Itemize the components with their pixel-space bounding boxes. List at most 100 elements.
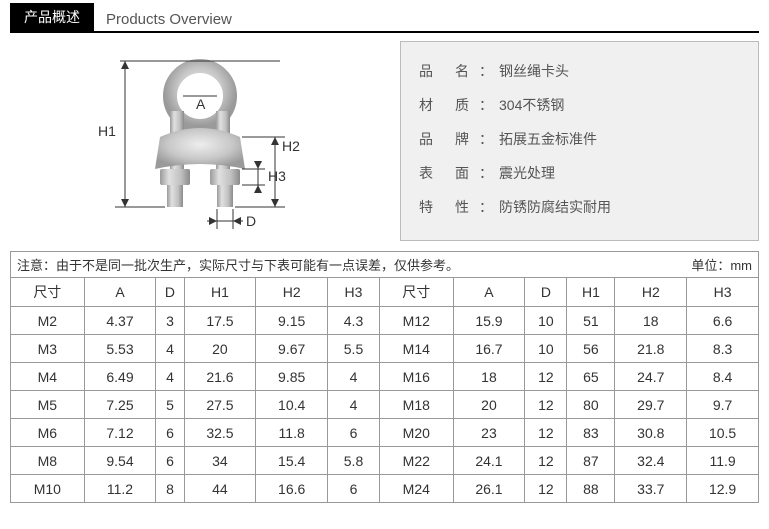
table-cell: 17.5	[184, 307, 256, 335]
table-header-cell: H2	[615, 278, 687, 307]
dim-label-A: A	[196, 96, 206, 112]
dim-label-H1: H1	[98, 123, 116, 139]
table-row: M67.12632.511.86M2023128330.810.5	[11, 419, 759, 447]
table-header-cell: A	[453, 278, 525, 307]
table-note-row: 注意：由于不是同一批次生产，实际尺寸与下表可能有一点误差，仅供参考。 单位：mm	[10, 251, 759, 277]
table-cell: 18	[453, 363, 525, 391]
table-cell: M22	[379, 447, 453, 475]
table-cell: 10	[525, 307, 567, 335]
table-row: M46.49421.69.854M1618126524.78.4	[11, 363, 759, 391]
table-cell: 4	[328, 363, 380, 391]
table-cell: M18	[379, 391, 453, 419]
table-header-cell: H2	[256, 278, 328, 307]
spec-row: 材质： 304不锈钢	[419, 88, 740, 122]
table-cell: 4	[328, 391, 380, 419]
table-cell: M16	[379, 363, 453, 391]
section-tab-en: Products Overview	[106, 11, 232, 31]
table-cell: M20	[379, 419, 453, 447]
table-cell: 9.85	[256, 363, 328, 391]
table-cell: 6	[328, 419, 380, 447]
section-tab-cn: 产品概述	[10, 3, 94, 31]
table-cell: 12	[525, 447, 567, 475]
table-cell: 20	[184, 335, 256, 363]
table-cell: 30.8	[615, 419, 687, 447]
spec-label: 品名	[419, 61, 479, 81]
table-header-cell: H3	[328, 278, 380, 307]
table-cell: 8.4	[687, 363, 759, 391]
table-cell: 5	[156, 391, 184, 419]
table-cell: 9.7	[687, 391, 759, 419]
spec-value: 拓展五金标准件	[499, 129, 597, 149]
spec-value: 防锈防腐结实耐用	[499, 197, 611, 217]
table-cell: 88	[567, 475, 615, 503]
product-diagram: A H1 H2 H3	[10, 41, 390, 241]
spec-value: 304不锈钢	[499, 95, 564, 115]
table-cell: 4.37	[84, 307, 156, 335]
spec-label: 材质	[419, 95, 479, 115]
table-cell: 12	[525, 363, 567, 391]
table-cell: 6.49	[84, 363, 156, 391]
spec-label: 品牌	[419, 129, 479, 149]
table-cell: 6	[156, 447, 184, 475]
table-cell: 5.8	[328, 447, 380, 475]
table-cell: 6.6	[687, 307, 759, 335]
table-cell: M8	[11, 447, 85, 475]
table-cell: 21.6	[184, 363, 256, 391]
table-header-cell: H1	[567, 278, 615, 307]
spec-row: 品名： 钢丝绳卡头	[419, 54, 740, 88]
table-row: M35.534209.675.5M1416.7105621.88.3	[11, 335, 759, 363]
spec-label: 表面	[419, 163, 479, 183]
table-cell: 10.5	[687, 419, 759, 447]
table-cell: 24.1	[453, 447, 525, 475]
table-cell: 15.9	[453, 307, 525, 335]
table-cell: 27.5	[184, 391, 256, 419]
table-row: M89.5463415.45.8M2224.1128732.411.9	[11, 447, 759, 475]
table-cell: M2	[11, 307, 85, 335]
table-cell: 32.4	[615, 447, 687, 475]
table-cell: 26.1	[453, 475, 525, 503]
table-row: M1011.284416.66M2426.1128833.712.9	[11, 475, 759, 503]
table-header-cell: A	[84, 278, 156, 307]
table-cell: 8	[156, 475, 184, 503]
table-cell: 5.5	[328, 335, 380, 363]
table-cell: M5	[11, 391, 85, 419]
table-cell: 18	[615, 307, 687, 335]
table-cell: 5.53	[84, 335, 156, 363]
table-cell: 44	[184, 475, 256, 503]
table-cell: M3	[11, 335, 85, 363]
table-header-cell: D	[156, 278, 184, 307]
table-cell: 15.4	[256, 447, 328, 475]
table-header-cell: 尺寸	[379, 278, 453, 307]
dim-label-H3: H3	[268, 168, 286, 184]
spec-value: 震光处理	[499, 163, 555, 183]
table-cell: 12	[525, 475, 567, 503]
table-cell: 6	[156, 419, 184, 447]
table-cell: 51	[567, 307, 615, 335]
table-cell: 12	[525, 391, 567, 419]
dim-label-H2: H2	[282, 138, 300, 154]
dim-label-D: D	[246, 213, 256, 229]
table-note: 注意：由于不是同一批次生产，实际尺寸与下表可能有一点误差，仅供参考。	[17, 255, 459, 274]
table-cell: 12	[525, 419, 567, 447]
table-header-cell: H1	[184, 278, 256, 307]
table-cell: 16.7	[453, 335, 525, 363]
spec-row: 品牌： 拓展五金标准件	[419, 122, 740, 156]
table-cell: 3	[156, 307, 184, 335]
table-unit: 单位：mm	[691, 255, 752, 274]
table-cell: 21.8	[615, 335, 687, 363]
table-cell: M12	[379, 307, 453, 335]
table-cell: 33.7	[615, 475, 687, 503]
table-cell: 34	[184, 447, 256, 475]
table-cell: 4	[156, 335, 184, 363]
table-cell: 11.2	[84, 475, 156, 503]
table-cell: 87	[567, 447, 615, 475]
table-cell: 12.9	[687, 475, 759, 503]
table-cell: 32.5	[184, 419, 256, 447]
table-cell: 9.15	[256, 307, 328, 335]
table-cell: M24	[379, 475, 453, 503]
table-cell: 65	[567, 363, 615, 391]
table-cell: 7.12	[84, 419, 156, 447]
spec-row: 特性： 防锈防腐结实耐用	[419, 190, 740, 224]
dimensions-table-wrap: 注意：由于不是同一批次生产，实际尺寸与下表可能有一点误差，仅供参考。 单位：mm…	[0, 251, 769, 503]
table-cell: 6	[328, 475, 380, 503]
